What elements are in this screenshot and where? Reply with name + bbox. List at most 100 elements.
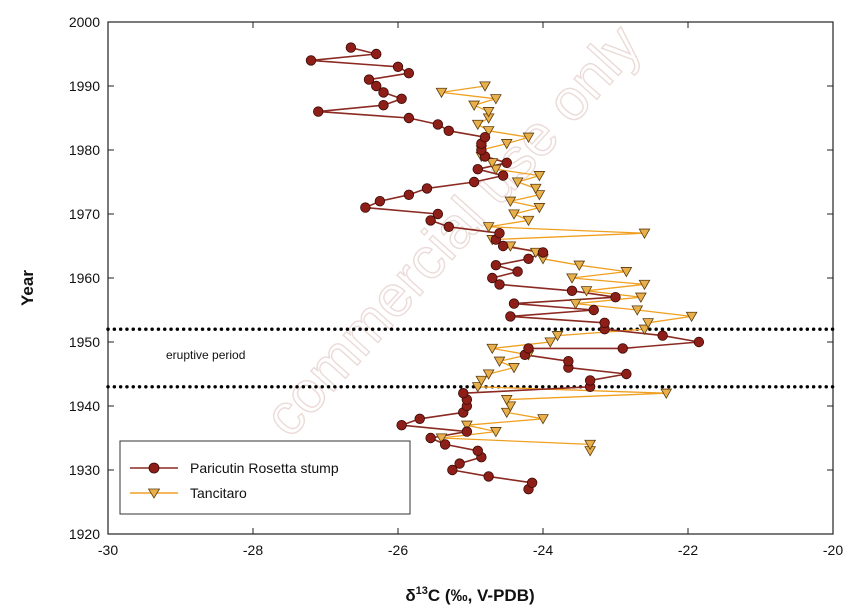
data-point-tancitaro (471, 119, 484, 131)
data-point-tancitaro (504, 196, 517, 207)
data-point-tancitaro (620, 267, 633, 278)
series-line-tancitaro (440, 85, 693, 451)
data-point-paricutin (360, 202, 371, 213)
data-point-tancitaro (544, 337, 557, 348)
data-point-paricutin (501, 157, 512, 169)
data-point-paricutin (454, 458, 465, 469)
data-point-paricutin (374, 195, 386, 207)
data-point-paricutin (693, 336, 705, 348)
plot-area (106, 21, 835, 535)
data-point-tancitaro (493, 356, 506, 367)
data-point-paricutin (468, 176, 480, 188)
legend-label-tancitaro: Tancitaro (190, 485, 247, 501)
data-point-tancitaro (537, 414, 549, 425)
data-point-tancitaro (482, 107, 495, 118)
data-point-paricutin (371, 80, 382, 92)
data-point-paricutin (421, 183, 433, 194)
y-tick-label: 1970 (69, 206, 100, 222)
x-axis-ticks (107, 22, 834, 534)
x-axis-title-rest: C (‰, V-PDB) (428, 586, 535, 605)
data-point-paricutin (505, 311, 516, 322)
y-tick-label: 2000 (69, 14, 100, 30)
data-point-paricutin (588, 304, 599, 316)
series-markers-paricutin (305, 42, 705, 495)
data-point-paricutin (403, 189, 415, 201)
data-point-paricutin (432, 208, 444, 220)
series-line-paricutin (310, 46, 700, 490)
legend-marker-paricutin (148, 462, 160, 474)
data-point-tancitaro (638, 279, 651, 291)
data-point-paricutin (396, 93, 407, 105)
data-point-tancitaro (660, 388, 673, 399)
data-point-tancitaro (511, 177, 524, 188)
data-point-tancitaro (489, 164, 502, 175)
data-point-paricutin (494, 227, 505, 239)
data-point-tancitaro (500, 395, 513, 406)
data-point-paricutin (566, 285, 578, 297)
data-point-paricutin (523, 343, 534, 354)
data-point-tancitaro (638, 228, 651, 239)
data-point-tancitaro (584, 439, 597, 451)
y-axis-title: Year (18, 270, 37, 306)
data-point-paricutin (443, 125, 454, 137)
y-tick-label: 1960 (69, 270, 100, 286)
eruptive-period-label: eruptive period (166, 348, 245, 362)
data-point-tancitaro (566, 273, 578, 284)
data-point-tancitaro (468, 100, 481, 111)
data-point-paricutin (494, 279, 505, 290)
data-point-paricutin (621, 368, 632, 380)
data-point-tancitaro (489, 427, 502, 438)
data-point-paricutin (345, 42, 357, 53)
data-point-paricutin (378, 87, 389, 98)
data-point-tancitaro (435, 433, 448, 444)
data-point-tancitaro (500, 139, 513, 150)
data-point-tancitaro (551, 331, 564, 342)
data-point-tancitaro (631, 305, 644, 316)
x-tick-label: -30 (98, 542, 118, 558)
data-point-paricutin (392, 61, 404, 73)
legend-marker-tancitaro (147, 488, 161, 499)
x-tick-label: -28 (243, 542, 263, 558)
axes: -30 -28 -26 -24 -22 -20 192019301940195019601… (69, 14, 843, 558)
data-point-paricutin (461, 426, 473, 437)
x-axis-title-delta: δ (405, 586, 415, 605)
x-axis-tick-labels: -30 -28 -26 -24 -22 -20 (98, 542, 843, 558)
data-point-paricutin (313, 106, 324, 117)
y-axis-tick-labels: 1920 1930 1940 1950 1960 1970 1980 1990 2000 (69, 14, 100, 542)
data-point-tancitaro (522, 132, 535, 143)
data-point-tancitaro (486, 343, 499, 355)
x-tick-label: -24 (533, 542, 553, 558)
data-point-tancitaro (482, 126, 495, 137)
data-point-tancitaro (489, 94, 502, 105)
data-point-tancitaro (482, 369, 495, 380)
data-point-paricutin (657, 330, 668, 341)
data-point-tancitaro (486, 158, 499, 169)
data-point-tancitaro (529, 183, 542, 195)
data-point-paricutin (425, 432, 436, 444)
data-point-paricutin (537, 247, 549, 258)
data-point-paricutin (617, 343, 628, 354)
data-point-paricutin (497, 170, 509, 181)
y-tick-label: 1980 (69, 142, 100, 158)
data-point-paricutin (443, 221, 454, 233)
data-point-paricutin (472, 163, 483, 175)
data-point-paricutin (396, 420, 407, 431)
data-point-tancitaro (533, 203, 546, 214)
data-point-tancitaro (522, 215, 535, 227)
legend-entry-paricutin: Paricutin Rosetta stump (130, 460, 339, 476)
legend-box (119, 440, 411, 515)
data-point-tancitaro (573, 260, 586, 271)
data-point-paricutin (584, 375, 596, 386)
data-point-paricutin (512, 266, 523, 277)
data-point-paricutin (472, 445, 483, 457)
y-tick-label: 1930 (69, 462, 100, 478)
y-tick-label: 1940 (69, 398, 100, 414)
x-tick-label: -22 (678, 542, 698, 558)
data-point-tancitaro (508, 209, 520, 220)
data-point-paricutin (610, 292, 621, 303)
data-point-tancitaro (479, 81, 491, 92)
data-point-tancitaro (508, 363, 520, 374)
data-point-paricutin (479, 131, 491, 143)
data-point-paricutin (403, 112, 415, 124)
